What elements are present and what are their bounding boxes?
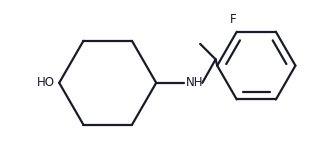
Text: HO: HO: [37, 76, 55, 89]
Text: F: F: [230, 13, 237, 26]
Text: NH: NH: [186, 76, 204, 89]
